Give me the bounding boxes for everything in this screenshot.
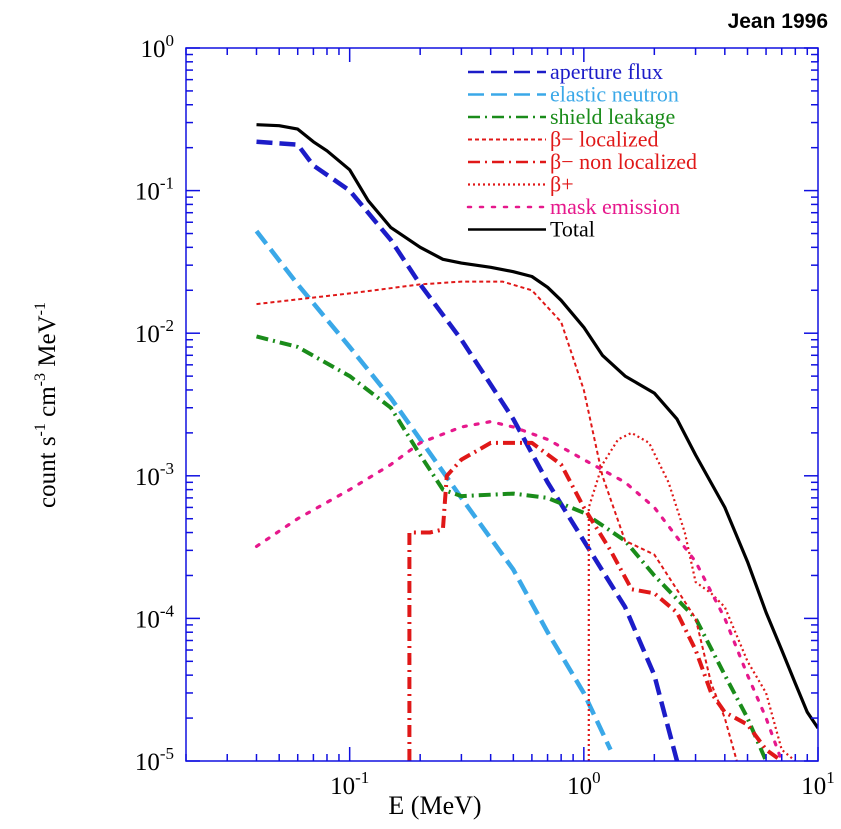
y-tick-label: 10-2 (135, 316, 174, 348)
legend-label-0: aperture flux (550, 59, 663, 84)
series-line-1 (254, 229, 613, 751)
y-axis-label: count s-1 cm-3 MeV-1 (32, 302, 61, 508)
y-axis-label-part: -3 (32, 373, 49, 386)
legend-label-5: β+ (550, 172, 574, 197)
y-tick-label: 10-3 (135, 459, 174, 491)
tick-labels: 10-1 100 101 100 10-1 10-2 10-3 10-4 10-5 (135, 31, 835, 800)
legend-label-1: elastic neutron (550, 82, 679, 107)
series-line-4 (407, 440, 783, 761)
y-axis-label-part: count s (34, 436, 61, 508)
y-axis-label-part: cm (34, 386, 61, 423)
series-line-2 (256, 334, 768, 761)
legend-label-7: Total (550, 217, 595, 242)
plot-frame (185, 47, 819, 762)
legend-label-4: β− non localized (550, 149, 697, 174)
y-tick-label: 10-1 (135, 174, 174, 206)
y-tick-label: 10-5 (135, 744, 174, 776)
series-line-7 (256, 123, 818, 729)
series-layer (254, 123, 818, 761)
legend-label-3: β− localized (550, 127, 659, 152)
x-axis-label: E (MeV) (388, 791, 481, 820)
y-axis-label-part: MeV (34, 315, 61, 373)
chart-title: Jean 1996 (728, 10, 828, 33)
x-tick-label: 101 (801, 768, 835, 800)
legend-label-2: shield leakage (550, 104, 675, 129)
legend-label-6: mask emission (550, 194, 680, 219)
y-tick-label: 10-4 (135, 601, 175, 633)
series-line-0 (256, 139, 680, 761)
x-tick-label: 100 (567, 768, 601, 800)
series-line-6 (254, 420, 784, 761)
y-tick-label: 100 (141, 31, 175, 63)
axis-ticks (185, 47, 819, 762)
y-axis-label-part: -1 (32, 302, 49, 315)
series-line-3 (256, 280, 738, 761)
y-axis-label-part: -1 (32, 423, 49, 436)
x-tick-label: 10-1 (330, 768, 369, 800)
series-line-5 (587, 431, 797, 761)
